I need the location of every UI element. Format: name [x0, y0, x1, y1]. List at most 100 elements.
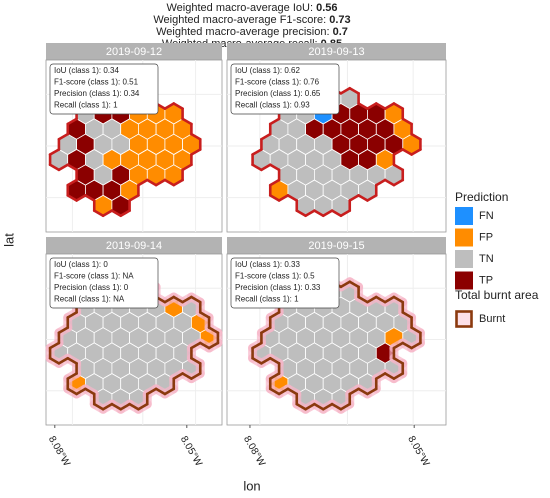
burnt-outline — [48, 341, 61, 350]
burnt-outline — [101, 209, 114, 218]
burnt-outline — [366, 387, 378, 396]
burnt-outline — [172, 178, 184, 187]
burnt-outline — [374, 372, 387, 380]
header-label: Weighted macro-average IoU: — [166, 2, 313, 14]
burnt-outline — [286, 387, 299, 396]
burnt-outline — [145, 178, 158, 187]
burnt-outline — [348, 194, 360, 202]
metric-text: F1-score (class 1): 0.51 — [54, 78, 139, 87]
burnt-outline — [251, 163, 263, 172]
metric-text: F1-score (class 1): NA — [54, 272, 134, 281]
burnt-outline — [268, 387, 281, 396]
burnt-outline — [66, 163, 78, 172]
burnt-outline — [128, 194, 140, 202]
burnt-outline — [172, 295, 184, 304]
burnt-outline — [304, 209, 316, 218]
burnt-outline — [366, 295, 378, 304]
metric-text: Recall (class 1): 1 — [235, 295, 299, 304]
burnt-outline — [321, 209, 334, 218]
burnt-outline — [339, 209, 352, 218]
burnt-outline — [251, 148, 263, 156]
burnt-outline — [374, 178, 387, 187]
burnt-outline — [348, 387, 360, 396]
metric-text: Precision (class 1): 0 — [54, 283, 129, 292]
burnt-outline — [84, 387, 96, 396]
burnt-outline — [348, 86, 360, 95]
burnt-outline — [66, 178, 78, 187]
strip — [227, 43, 446, 60]
burnt-outline — [172, 102, 184, 110]
burnt-outline — [260, 132, 272, 141]
burnt-outline — [410, 341, 422, 350]
burnt-outline — [392, 341, 405, 350]
metric-text: F1-score (class 1): 0.5 — [235, 272, 315, 281]
header-line: Weighted macro-average F1-score: 0.73 — [153, 14, 350, 26]
burnt-outline — [392, 295, 405, 304]
burnt-outline — [207, 341, 220, 350]
burnt-outline — [57, 356, 70, 365]
strip — [46, 237, 222, 254]
burnt-outline — [268, 163, 281, 172]
burnt-outline — [75, 387, 87, 396]
burnt-outline — [119, 402, 131, 411]
legend-label: TN — [479, 253, 494, 265]
legend-swatch — [455, 250, 473, 268]
burnt-outline — [207, 326, 220, 335]
burnt-outline — [392, 178, 405, 187]
burnt-outline — [198, 341, 211, 350]
metrics-box — [49, 63, 159, 115]
burnt-outline — [410, 148, 422, 156]
y-axis-label: lat — [1, 233, 16, 247]
burnt-outline — [268, 178, 281, 187]
burnt-outline — [66, 311, 78, 319]
legend-title: Prediction — [455, 190, 508, 204]
facet-panel: 2019-09-13 IoU (class 1): 0.62 F1-score (c… — [226, 43, 447, 233]
metric-text: Recall (class 1): 1 — [54, 101, 118, 110]
burnt-outline — [163, 178, 176, 187]
burnt-outline — [374, 102, 387, 110]
metric-text: IoU (class 1): 0.33 — [235, 260, 300, 269]
burnt-outline — [110, 209, 123, 218]
burnt-outline — [66, 356, 78, 365]
burnt-outline — [48, 356, 61, 365]
burnt-outline — [84, 194, 96, 202]
burnt-outline — [321, 402, 334, 411]
strip — [227, 237, 446, 254]
metric-text: IoU (class 1): 0.62 — [235, 66, 300, 75]
burnt-outline — [57, 132, 70, 141]
burnt-outline — [268, 372, 281, 380]
burnt-outline — [260, 326, 272, 335]
burnt-outline — [198, 311, 211, 319]
burnt-outline — [330, 209, 343, 218]
burnt-outline — [128, 402, 140, 411]
facet-panel: 2019-09-15 IoU (class 1): 0.33 F1-score (c… — [226, 237, 447, 469]
metric-text: Precision (class 1): 0.65 — [235, 89, 321, 98]
burnt-outline — [57, 163, 70, 172]
burnt-outline — [190, 295, 202, 304]
burnt-outline — [339, 86, 352, 95]
burnt-outline — [145, 387, 158, 396]
header-value: 0.56 — [316, 2, 337, 14]
facet-panel: 2019-09-14 IoU (class 1): 0 F1-score (clas… — [45, 237, 223, 469]
burnt-outline — [110, 402, 123, 411]
burnt-outline — [181, 117, 193, 126]
burnt-outline — [410, 132, 422, 141]
legend-swatch — [455, 271, 473, 290]
burnt-outline — [392, 102, 405, 110]
metrics-box — [49, 257, 159, 309]
burnt-outline — [163, 295, 176, 304]
burnt-outline — [410, 326, 422, 335]
burnt-outline — [348, 280, 360, 289]
burnt-outline — [48, 148, 61, 156]
burnt-outline — [251, 341, 263, 350]
x-axis-label: lon — [243, 478, 260, 493]
burnt-outline — [119, 209, 131, 218]
metrics-box — [230, 63, 340, 115]
metrics-box — [230, 257, 340, 309]
burnt-outline — [313, 209, 325, 218]
header-label: Weighted macro-average F1-score: — [153, 14, 326, 26]
burnt-outline — [66, 387, 78, 396]
strip-title: 2019-09-15 — [308, 240, 364, 252]
burnt-outline — [163, 387, 176, 396]
strip — [46, 43, 222, 60]
